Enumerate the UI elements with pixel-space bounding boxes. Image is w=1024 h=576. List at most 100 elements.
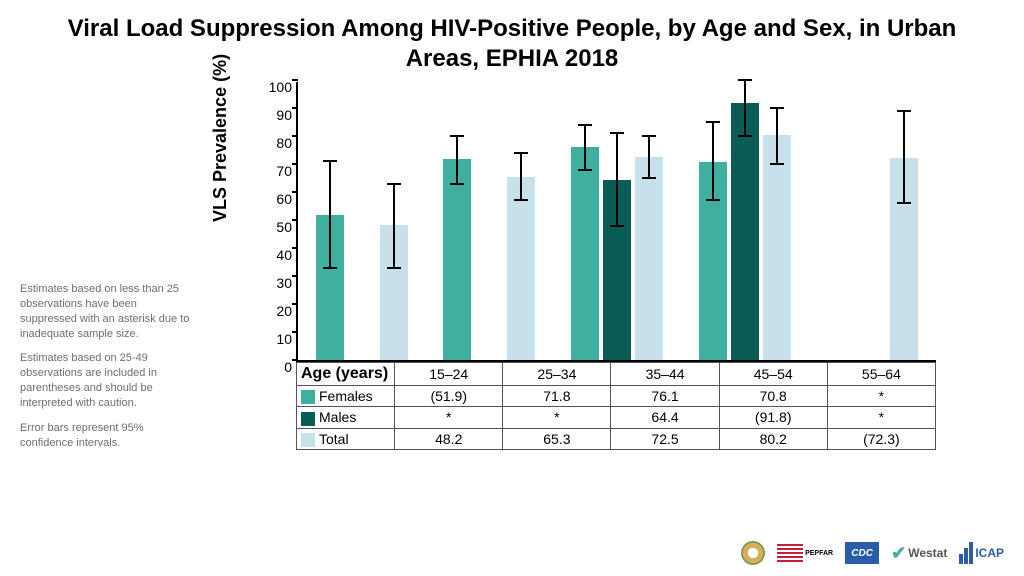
bar-total: [507, 82, 535, 360]
bar-males: [348, 82, 376, 360]
table-cell: 76.1: [611, 386, 719, 407]
footnotes: Estimates based on less than 25 observat…: [20, 82, 200, 460]
table-cell: *: [503, 407, 611, 428]
y-tick-label: 80: [262, 135, 292, 151]
error-cap: [450, 135, 464, 137]
plot-area: 0102030405060708090100: [296, 82, 936, 362]
y-tick-mark: [292, 359, 298, 361]
error-cap: [642, 135, 656, 137]
bar-fill: [443, 159, 471, 360]
table-cell: 64.4: [611, 407, 719, 428]
legend-males: Males: [297, 407, 395, 428]
bar-males: [731, 82, 759, 360]
y-axis-label: VLS Prevalence (%): [210, 54, 231, 222]
error-bar: [744, 80, 746, 136]
bar-males: [603, 82, 631, 360]
error-cap: [387, 183, 401, 185]
partner-logo: [741, 540, 765, 566]
x-category-label: 25–34: [503, 363, 611, 386]
bar-group: [681, 82, 809, 360]
bar-fill: [635, 157, 663, 360]
bar-groups: [298, 82, 936, 360]
partner-logo: CDC: [845, 540, 879, 566]
table-cell: *: [395, 407, 503, 428]
error-bar: [329, 161, 331, 267]
x-category-label: 15–24: [395, 363, 503, 386]
error-cap: [514, 199, 528, 201]
error-cap: [610, 132, 624, 134]
y-tick-mark: [292, 219, 298, 221]
bar-females: [443, 82, 471, 360]
table-cell: (91.8): [719, 407, 827, 428]
error-cap: [578, 124, 592, 126]
x-category-label: 35–44: [611, 363, 719, 386]
table-cell: (51.9): [395, 386, 503, 407]
logo-text: ICAP: [975, 546, 1004, 560]
bar-group: [298, 82, 426, 360]
bar-group: [808, 82, 936, 360]
legend-swatch: [301, 390, 315, 404]
bar-fill: [571, 147, 599, 360]
error-cap: [897, 202, 911, 204]
table-cell: 80.2: [719, 428, 827, 449]
partner-logo: PEPFAR: [777, 540, 833, 566]
error-bar: [520, 153, 522, 201]
table-cell: *: [827, 407, 935, 428]
logo-icon: CDC: [845, 542, 879, 564]
error-cap: [514, 152, 528, 154]
y-tick-label: 50: [262, 219, 292, 235]
error-bar: [456, 136, 458, 184]
data-table: Age (years)15–2425–3435–4445–5455–64Fema…: [296, 362, 936, 450]
error-cap: [897, 110, 911, 112]
error-cap: [642, 177, 656, 179]
error-cap: [770, 163, 784, 165]
y-tick-mark: [292, 331, 298, 333]
logo-icon: [959, 542, 973, 564]
error-cap: [610, 225, 624, 227]
error-cap: [738, 135, 752, 137]
y-tick-label: 10: [262, 331, 292, 347]
bar-total: [890, 82, 918, 360]
table-cell: (72.3): [827, 428, 935, 449]
error-bar: [584, 125, 586, 170]
y-tick-label: 100: [262, 79, 292, 95]
logo-text: Westat: [908, 546, 947, 560]
bar-total: [380, 82, 408, 360]
y-tick-mark: [292, 79, 298, 81]
logo-icon: [741, 541, 765, 565]
legend-total: Total: [297, 428, 395, 449]
bar-group: [426, 82, 554, 360]
logo-icon: [777, 544, 803, 562]
footnote-1: Estimates based on less than 25 observat…: [20, 282, 190, 341]
y-tick-label: 90: [262, 107, 292, 123]
error-cap: [387, 267, 401, 269]
x-axis-title: Age (years): [297, 363, 395, 386]
error-cap: [706, 199, 720, 201]
main-area: Estimates based on less than 25 observat…: [0, 82, 1024, 460]
error-cap: [706, 121, 720, 123]
bar-females: [316, 82, 344, 360]
legend-swatch: [301, 412, 315, 426]
chart-title: Viral Load Suppression Among HIV-Positiv…: [0, 0, 1024, 82]
y-tick-label: 0: [262, 359, 292, 375]
check-icon: ✔: [891, 543, 906, 564]
logo-text: PEPFAR: [805, 550, 833, 557]
bar-total: [635, 82, 663, 360]
error-cap: [738, 79, 752, 81]
bar-fill: [731, 103, 759, 360]
error-bar: [776, 108, 778, 164]
legend-label: Total: [319, 431, 349, 447]
table-cell: *: [827, 386, 935, 407]
error-bar: [712, 122, 714, 200]
bar-males: [858, 82, 886, 360]
bar-females: [826, 82, 854, 360]
legend-label: Males: [319, 409, 356, 425]
partner-logo: ✔Westat: [891, 540, 947, 566]
error-bar: [903, 111, 905, 203]
y-tick-mark: [292, 191, 298, 193]
error-cap: [578, 169, 592, 171]
y-tick-mark: [292, 303, 298, 305]
bar-total: [763, 82, 791, 360]
table-cell: 48.2: [395, 428, 503, 449]
x-category-label: 45–54: [719, 363, 827, 386]
